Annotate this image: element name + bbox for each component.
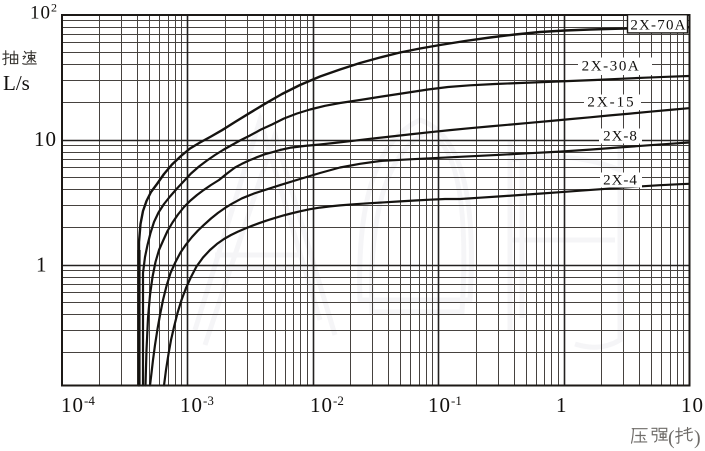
- svg-text:): ): [694, 427, 701, 449]
- svg-text:2X-8: 2X-8: [603, 129, 638, 145]
- svg-text:10-3: 10-3: [180, 393, 214, 417]
- svg-text:10: 10: [34, 127, 57, 151]
- svg-text:L/s: L/s: [3, 71, 30, 95]
- svg-text:1: 1: [36, 253, 48, 277]
- svg-text:10: 10: [681, 393, 704, 417]
- svg-text:1: 1: [556, 393, 568, 417]
- svg-text:2X-15: 2X-15: [587, 95, 635, 111]
- svg-text:102: 102: [30, 1, 57, 24]
- svg-text:2X-30A: 2X-30A: [582, 59, 641, 75]
- svg-text:(: (: [668, 427, 675, 449]
- svg-text:2X-4: 2X-4: [603, 173, 638, 189]
- svg-text:2X-70A: 2X-70A: [630, 18, 686, 34]
